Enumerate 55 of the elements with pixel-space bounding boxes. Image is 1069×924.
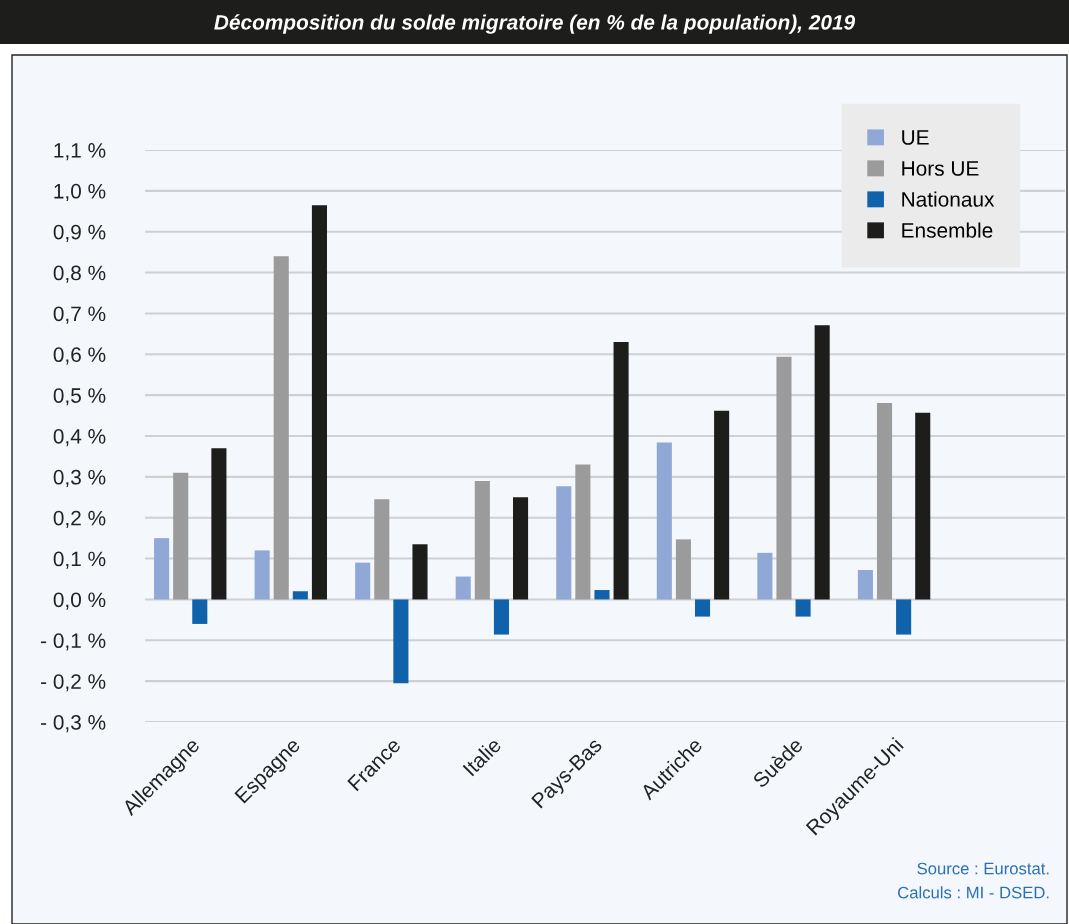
bar: [254, 550, 270, 600]
y-tick-label: 0,5 %: [53, 388, 106, 406]
y-tick-label: - 0,1 %: [41, 633, 106, 651]
y-tick-label: 0,6 %: [53, 347, 106, 365]
bar: [273, 256, 289, 600]
y-tick-label: 0,9 %: [53, 224, 106, 242]
bar: [412, 544, 428, 600]
source-note: Source : Eurostat.: [917, 862, 1049, 875]
legend-label: Ensemble: [902, 222, 993, 238]
bar: [355, 562, 371, 600]
y-tick-label: 0,3 %: [53, 469, 106, 488]
bar: [757, 552, 773, 600]
y-tick-label: 0,0 %: [53, 592, 106, 610]
y-tick-label: 0,4 %: [53, 429, 106, 447]
y-tick-label: 0,7 %: [53, 306, 106, 324]
y-tick-label: 1,1 %: [54, 143, 106, 161]
legend-label: Nationaux: [902, 191, 995, 207]
bar: [493, 599, 509, 635]
bar: [154, 538, 170, 600]
y-tick-label: - 0,2 %: [41, 674, 106, 692]
bar: [776, 356, 792, 600]
y-tick-label: - 0,3 %: [41, 715, 106, 733]
y-tick-label: 1,0 %: [54, 183, 106, 202]
bar: [656, 442, 672, 600]
y-tick-label: 0,2 %: [53, 510, 106, 528]
bar: [393, 599, 409, 684]
bar: [795, 599, 811, 617]
y-tick-label: 0,1 %: [53, 551, 106, 569]
bar: [915, 412, 931, 600]
bar: [556, 486, 572, 600]
text: Calculs : MI - DSED.: [898, 886, 1049, 899]
bar: [192, 599, 208, 624]
bar: [694, 599, 711, 617]
bar: [455, 576, 471, 600]
x-tick-label: Italie: [462, 736, 503, 777]
bar: [814, 325, 830, 600]
bar: [714, 410, 730, 600]
legend-label: Hors UE: [902, 161, 979, 176]
bar: [211, 448, 227, 600]
bar: [594, 590, 610, 600]
bar: [613, 342, 629, 600]
y-tick-label: 0,8 %: [53, 265, 106, 283]
bar: [374, 499, 390, 600]
chart-title: Décomposition du solde migratoire (en % de la population), 2019: [214, 14, 856, 34]
bar: [575, 464, 591, 600]
bar: [292, 591, 308, 600]
bar: [896, 599, 912, 635]
bar: [876, 402, 893, 600]
bar: [675, 539, 691, 600]
legend-label: UE: [902, 130, 929, 145]
bar: [857, 570, 873, 600]
bar: [173, 472, 189, 600]
bar: [311, 205, 327, 600]
bar: [474, 480, 490, 600]
bar: [513, 497, 529, 600]
